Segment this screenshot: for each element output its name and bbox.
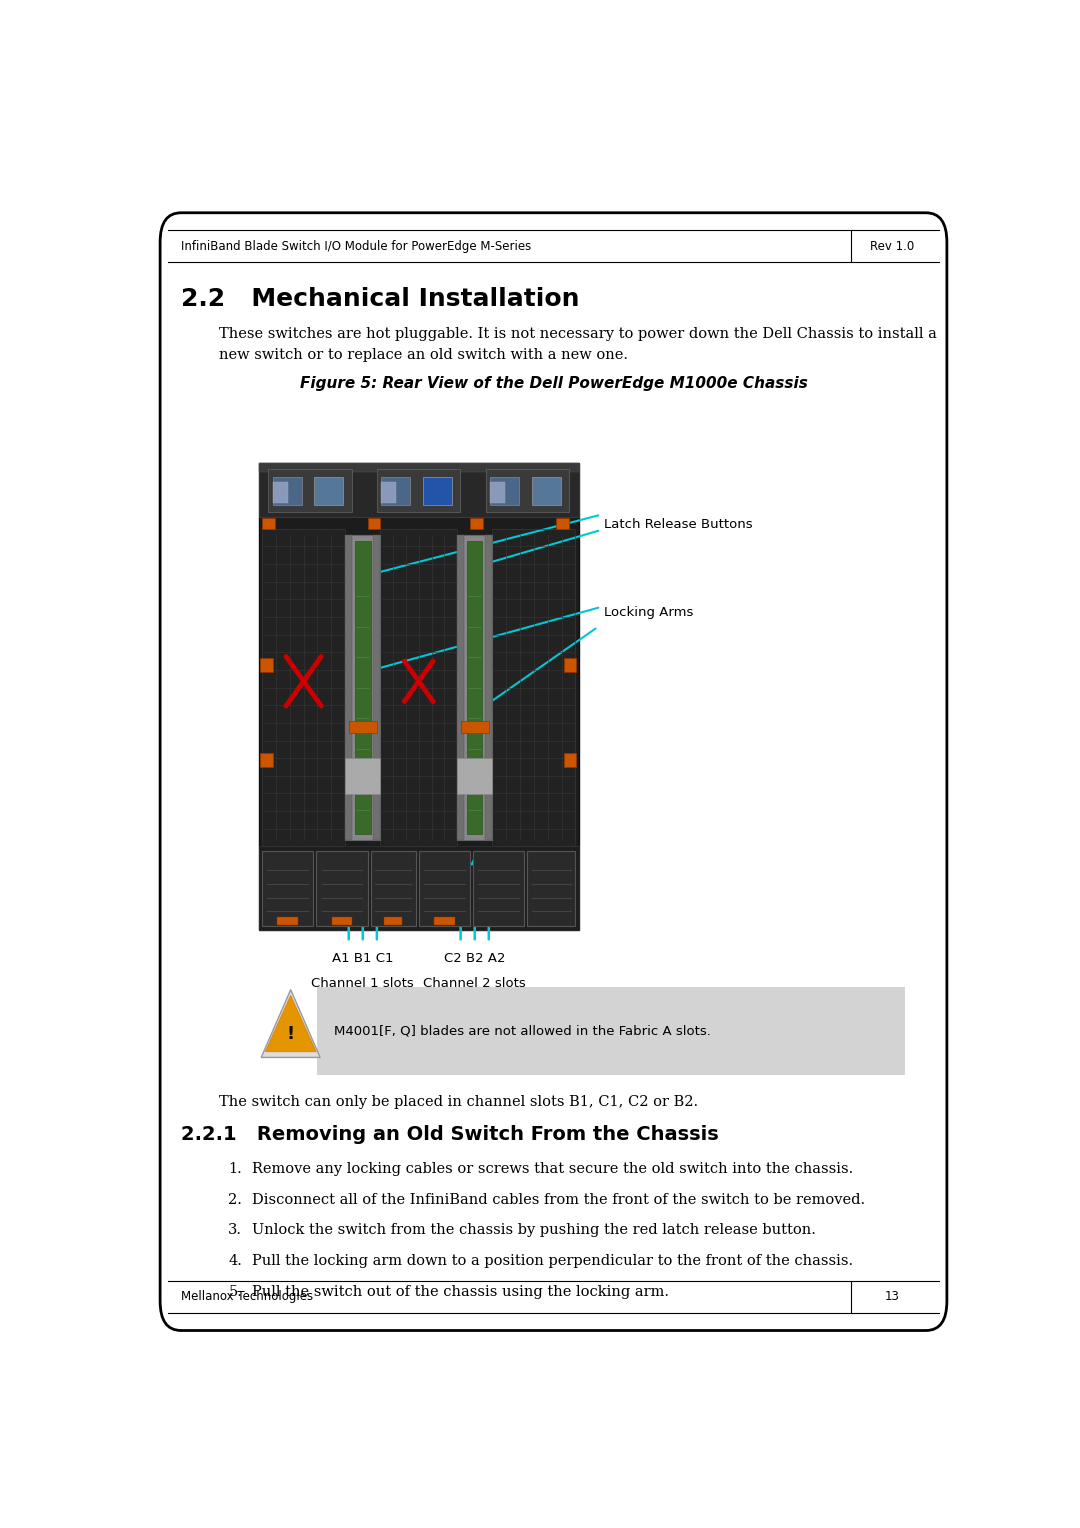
Text: Locking Arms: Locking Arms	[604, 607, 693, 619]
Text: Channel 1 slots: Channel 1 slots	[311, 978, 414, 990]
Text: These switches are hot pluggable. It is not necessary to power down the Dell Cha: These switches are hot pluggable. It is …	[218, 327, 936, 341]
FancyBboxPatch shape	[349, 721, 377, 733]
FancyBboxPatch shape	[381, 481, 396, 503]
FancyBboxPatch shape	[346, 535, 352, 840]
FancyBboxPatch shape	[527, 851, 576, 926]
FancyBboxPatch shape	[260, 657, 272, 672]
FancyBboxPatch shape	[381, 477, 410, 506]
FancyBboxPatch shape	[467, 541, 483, 834]
Text: Figure 5: Rear View of the Dell PowerEdge M1000e Chassis: Figure 5: Rear View of the Dell PowerEdg…	[299, 376, 808, 391]
FancyBboxPatch shape	[457, 758, 492, 795]
FancyBboxPatch shape	[354, 541, 370, 834]
FancyBboxPatch shape	[260, 753, 272, 767]
FancyBboxPatch shape	[262, 518, 275, 529]
FancyBboxPatch shape	[380, 529, 457, 847]
Text: Pull the switch out of the chassis using the locking arm.: Pull the switch out of the chassis using…	[253, 1285, 670, 1299]
FancyBboxPatch shape	[419, 851, 470, 926]
FancyBboxPatch shape	[384, 917, 402, 924]
Text: 13: 13	[885, 1291, 900, 1303]
FancyBboxPatch shape	[316, 851, 367, 926]
FancyBboxPatch shape	[485, 535, 492, 840]
FancyBboxPatch shape	[318, 987, 905, 1076]
FancyBboxPatch shape	[490, 481, 505, 503]
FancyBboxPatch shape	[473, 851, 524, 926]
FancyBboxPatch shape	[262, 529, 346, 847]
Text: M4001[F, Q] blades are not allowed in the Fabric A slots.: M4001[F, Q] blades are not allowed in th…	[334, 1025, 711, 1038]
Text: Unlock the switch from the chassis by pushing the red latch release button.: Unlock the switch from the chassis by pu…	[253, 1224, 816, 1238]
Polygon shape	[261, 990, 320, 1057]
FancyBboxPatch shape	[374, 535, 380, 840]
Polygon shape	[266, 995, 316, 1051]
FancyBboxPatch shape	[272, 481, 287, 503]
FancyBboxPatch shape	[470, 518, 483, 529]
FancyBboxPatch shape	[490, 477, 519, 506]
FancyBboxPatch shape	[367, 518, 380, 529]
Text: Disconnect all of the InfiniBand cables from the front of the switch to be remov: Disconnect all of the InfiniBand cables …	[253, 1193, 865, 1207]
FancyBboxPatch shape	[457, 535, 464, 840]
FancyBboxPatch shape	[492, 529, 576, 847]
Text: Channel 2 slots: Channel 2 slots	[423, 978, 526, 990]
FancyBboxPatch shape	[486, 469, 569, 512]
Text: C2 B2 A2: C2 B2 A2	[444, 952, 505, 964]
FancyBboxPatch shape	[423, 477, 453, 506]
Text: Latch Release Buttons: Latch Release Buttons	[604, 518, 753, 530]
Text: new switch or to replace an old switch with a new one.: new switch or to replace an old switch w…	[218, 348, 627, 362]
FancyBboxPatch shape	[314, 477, 343, 506]
Text: A1 B1 C1: A1 B1 C1	[332, 952, 393, 964]
FancyBboxPatch shape	[564, 657, 577, 672]
Text: Pull the locking arm down to a position perpendicular to the front of the chassi: Pull the locking arm down to a position …	[253, 1254, 853, 1268]
Text: InfiniBand Blade Switch I/O Module for PowerEdge M-Series: InfiniBand Blade Switch I/O Module for P…	[181, 240, 531, 252]
Text: Remove any locking cables or screws that secure the old switch into the chassis.: Remove any locking cables or screws that…	[253, 1163, 853, 1177]
Text: 3.: 3.	[228, 1224, 242, 1238]
FancyBboxPatch shape	[531, 477, 561, 506]
Text: Rev 1.0: Rev 1.0	[870, 240, 915, 252]
FancyBboxPatch shape	[377, 469, 460, 512]
Text: 4.: 4.	[228, 1254, 242, 1268]
FancyBboxPatch shape	[259, 463, 579, 931]
FancyBboxPatch shape	[332, 917, 352, 924]
Text: 2.2.1   Removing an Old Switch From the Chassis: 2.2.1 Removing an Old Switch From the Ch…	[181, 1125, 719, 1143]
FancyBboxPatch shape	[259, 847, 579, 931]
FancyBboxPatch shape	[564, 753, 577, 767]
FancyBboxPatch shape	[272, 477, 301, 506]
FancyBboxPatch shape	[259, 463, 579, 516]
FancyBboxPatch shape	[434, 917, 455, 924]
FancyBboxPatch shape	[278, 917, 298, 924]
FancyBboxPatch shape	[461, 721, 489, 733]
Text: !: !	[286, 1025, 295, 1044]
Text: 2.2   Mechanical Installation: 2.2 Mechanical Installation	[181, 287, 580, 310]
FancyBboxPatch shape	[556, 518, 569, 529]
Text: 1.: 1.	[228, 1163, 242, 1177]
Text: Mellanox Technologies: Mellanox Technologies	[181, 1291, 313, 1303]
Text: 2.: 2.	[228, 1193, 242, 1207]
FancyBboxPatch shape	[457, 535, 492, 840]
FancyBboxPatch shape	[370, 851, 416, 926]
Polygon shape	[266, 995, 316, 1051]
FancyBboxPatch shape	[346, 758, 380, 795]
FancyBboxPatch shape	[262, 851, 313, 926]
Text: 5.: 5.	[228, 1285, 242, 1299]
Text: The switch can only be placed in channel slots B1, C1, C2 or B2.: The switch can only be placed in channel…	[218, 1096, 698, 1109]
FancyBboxPatch shape	[346, 535, 380, 840]
FancyBboxPatch shape	[269, 469, 352, 512]
FancyBboxPatch shape	[259, 463, 579, 472]
